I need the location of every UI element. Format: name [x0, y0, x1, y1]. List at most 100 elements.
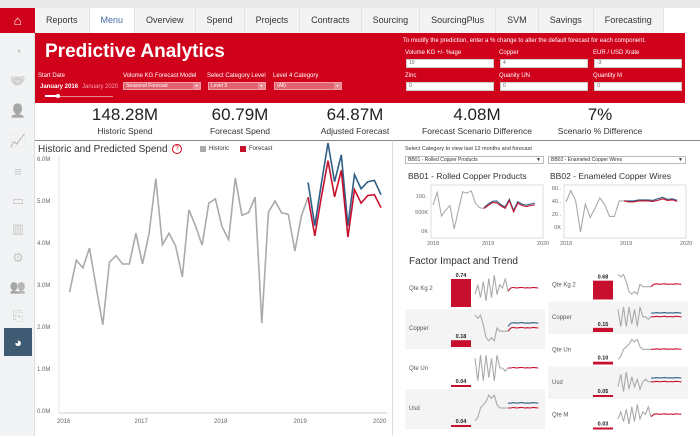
- factor-label: Qte M: [552, 412, 568, 418]
- factor-impact-bar[interactable]: [451, 425, 471, 427]
- kpi-value: 148.28M: [60, 105, 190, 125]
- historic-series: [70, 178, 309, 325]
- factor-impact-bar[interactable]: [593, 328, 613, 332]
- align-center-nav-button[interactable]: ≡: [4, 158, 32, 184]
- gear-nav-button[interactable]: ⚙: [4, 245, 32, 271]
- y-tick-label: 0K: [554, 225, 561, 231]
- factor-value: 0.03: [598, 422, 609, 428]
- factor-impact-bar[interactable]: [593, 281, 613, 300]
- factor-impact-bar[interactable]: [451, 279, 471, 307]
- tab-spend[interactable]: Spend: [196, 8, 245, 33]
- scenario-input[interactable]: 4: [500, 59, 588, 68]
- tab-savings[interactable]: Savings: [539, 8, 594, 33]
- handshake-nav-button[interactable]: 🤝: [4, 68, 32, 94]
- y-tick-label: 500K: [415, 210, 428, 216]
- level-select-value: Level 3: [211, 83, 227, 89]
- input-label: Quanity UN: [499, 73, 530, 79]
- people-nav-button[interactable]: 👥: [4, 274, 32, 300]
- factor-label: Qte Un: [409, 366, 428, 372]
- x-tick-label: 2019: [482, 241, 494, 247]
- x-tick-label: 2018: [214, 419, 228, 425]
- scenario-input[interactable]: -3: [594, 59, 682, 68]
- model-select-value: Seasonal Forecast: [126, 83, 168, 89]
- header-banner: Predictive Analytics Start Date January …: [35, 33, 685, 103]
- kpi-value: 60.79M: [175, 105, 305, 125]
- factor-trend-historic: [475, 355, 508, 381]
- factor-trend-forecast: [508, 367, 538, 368]
- cat4-select[interactable]: (All)▾: [274, 82, 342, 90]
- y-tick-label: 40..: [552, 199, 562, 205]
- mini-chart-frame: [564, 185, 686, 238]
- scenario-input[interactable]: 0: [594, 82, 682, 91]
- input-label: Volume KG +/- %age: [405, 50, 461, 56]
- building-nav-button[interactable]: ▥: [4, 216, 32, 242]
- monitor-nav-button[interactable]: ▭: [4, 188, 32, 214]
- factor-impact-bar[interactable]: [593, 428, 613, 430]
- tab-contracts[interactable]: Contracts: [300, 8, 362, 33]
- x-tick-label: 2018: [427, 241, 439, 247]
- factor-impact-bar[interactable]: [451, 340, 471, 347]
- tab-sourcingplus[interactable]: SourcingPlus: [420, 8, 496, 33]
- kpi-value: 7%: [535, 105, 665, 125]
- tab-svm[interactable]: SVM: [496, 8, 539, 33]
- x-tick-label: 2020: [537, 241, 549, 247]
- model-select[interactable]: Seasonal Forecast▾: [123, 82, 201, 90]
- date-slider-handle[interactable]: [56, 94, 60, 98]
- factor-trend-historic: [618, 339, 651, 359]
- start-date-from[interactable]: January 2016: [40, 84, 78, 90]
- factor-value: 0.04: [456, 379, 468, 385]
- tab-forecasting[interactable]: Forecasting: [594, 8, 664, 33]
- cat4-label: Level 4 Category: [273, 73, 318, 79]
- building-icon: ▥: [12, 221, 24, 237]
- tab-projects[interactable]: Projects: [245, 8, 301, 33]
- dashboard-gauge-nav-button[interactable]: ◔: [4, 38, 32, 64]
- x-tick-label: 2019: [294, 419, 308, 425]
- factor-impact-bar[interactable]: [593, 395, 613, 397]
- pie-chart-nav-button[interactable]: ◕: [4, 328, 32, 356]
- factor-trend-forecast: [651, 316, 681, 317]
- scenario-input[interactable]: 0: [406, 82, 494, 91]
- input-label: EUR / USD Xrate: [593, 50, 639, 56]
- factor-title: Factor Impact and Trend: [409, 256, 518, 267]
- gear-icon: ⚙: [12, 250, 24, 266]
- factor-value: 0.68: [598, 275, 609, 281]
- scenario-input[interactable]: 10: [406, 59, 494, 68]
- y-tick-label: 2.0M: [37, 325, 50, 331]
- document-sync-nav-button[interactable]: ⎘: [4, 303, 32, 329]
- bb01-series-historic: [433, 191, 484, 229]
- y-tick-label: 3.0M: [37, 283, 50, 289]
- factor-trend-adjusted: [651, 313, 681, 314]
- input-label: Zinc: [405, 73, 416, 79]
- align-center-icon: ≡: [14, 164, 22, 179]
- factor-impact-bar[interactable]: [451, 385, 471, 387]
- factor-trend-forecast: [651, 284, 681, 287]
- factor-row-bg: [548, 367, 688, 400]
- factor-value: 0.10: [598, 356, 609, 362]
- trend-chart-icon: 📈: [10, 133, 26, 149]
- home-nav-button[interactable]: ⌂: [0, 8, 35, 33]
- scenario-input[interactable]: 0: [500, 82, 588, 91]
- level-select[interactable]: Level 3▾: [208, 82, 266, 90]
- kpi-value: 4.08M: [412, 105, 542, 125]
- tab-overview[interactable]: Overview: [135, 8, 196, 33]
- y-tick-label: 0.0M: [37, 409, 50, 415]
- tab-reports[interactable]: Reports: [35, 8, 90, 33]
- factor-row-bg: [405, 389, 545, 429]
- home-icon: ⌂: [14, 13, 22, 28]
- tab-sourcing[interactable]: Sourcing: [362, 8, 421, 33]
- start-date-to[interactable]: January 2020: [82, 84, 118, 90]
- factor-value: 0.05: [598, 389, 609, 395]
- factor-impact-bar[interactable]: [593, 362, 613, 365]
- trend-chart-nav-button[interactable]: 📈: [4, 128, 32, 154]
- pie-chart-icon: ◕: [14, 335, 22, 350]
- kpi-label: Scenario % Difference: [535, 126, 665, 136]
- tab-menu[interactable]: Menu: [90, 8, 136, 33]
- factor-trend-historic: [618, 404, 651, 424]
- kpi-label: Adjusted Forecast: [290, 126, 420, 136]
- user-group-nav-button[interactable]: 👤: [4, 98, 32, 124]
- y-tick-label: 4.0M: [37, 241, 50, 247]
